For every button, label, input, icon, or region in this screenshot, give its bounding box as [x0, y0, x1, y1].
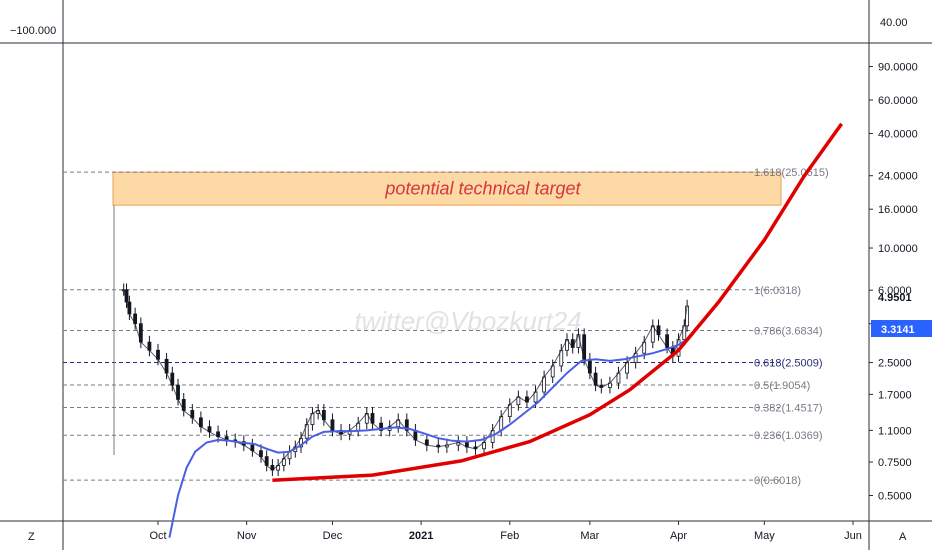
last-price-label: 4.9501: [878, 292, 912, 304]
y-tick-label: 2.5000: [878, 358, 912, 370]
fib-label: 0.618(2.5009): [754, 358, 823, 370]
parabolic-curve[interactable]: [272, 122, 844, 482]
y-tick-label: 6.0000: [878, 285, 912, 297]
fib-label: 0.5(1.9054): [754, 380, 810, 392]
x-axis[interactable]: Oct Nov Dec 2021 Feb Mar Apr May Jun: [149, 521, 862, 542]
price-series: [121, 283, 690, 477]
x-tick-label: May: [754, 530, 775, 542]
x-tick-label: Oct: [149, 530, 166, 542]
y-tick-label: 60.0000: [878, 95, 918, 107]
moving-average-line: [168, 338, 688, 538]
upper-pane-axis-label: 40.00: [880, 17, 908, 29]
y-tick-label: 1.1000: [878, 425, 912, 437]
price-close-line: [123, 289, 688, 471]
y-tick-label: 0.5000: [878, 490, 912, 502]
x-tick-label: Feb: [500, 530, 519, 542]
fib-label: 0.382(1.4517): [754, 402, 823, 414]
y-tick-label: 90.0000: [878, 62, 918, 74]
fib-label: 0(0.6018): [754, 475, 801, 487]
y-tick-label: 10.0000: [878, 243, 918, 255]
x-tick-label: Nov: [237, 530, 257, 542]
upper-pane-left-value: −100.000: [10, 25, 56, 37]
target-zone-box[interactable]: [112, 171, 782, 206]
y-tick-label: 24.0000: [878, 171, 918, 183]
y-tick-label: 16.0000: [878, 204, 918, 216]
target-zone[interactable]: potential technical target: [112, 171, 782, 206]
y-tick-label: 0.7500: [878, 457, 912, 469]
fib-label: 0.786(3.6834): [754, 326, 823, 338]
ma-price-label: 3.3141: [881, 324, 915, 336]
x-tick-label: Jun: [844, 530, 862, 542]
y-tick-label: 1.7000: [878, 389, 912, 401]
y-axis[interactable]: 90.0000 60.0000 40.0000 24.0000 16.0000 10.00…: [869, 62, 918, 503]
fib-label: 0.236(1.0369): [754, 430, 823, 442]
ma-price-tag: 3.3141: [871, 320, 932, 337]
target-zone-label: potential technical target: [384, 179, 581, 199]
x-tick-label: Dec: [323, 530, 343, 542]
fib-label: 1(6.0318): [754, 285, 801, 297]
x-tick-label: Mar: [580, 530, 599, 542]
log-scale-button[interactable]: Z: [28, 531, 35, 543]
x-tick-label: Apr: [670, 530, 687, 542]
y-tick-label: 40.0000: [878, 128, 918, 140]
watermark: twitter@Vbozkurt24: [354, 306, 581, 336]
auto-scale-button[interactable]: A: [899, 531, 907, 543]
x-tick-label: 2021: [409, 530, 433, 542]
fib-label: 1.618(25.0615): [754, 167, 829, 179]
